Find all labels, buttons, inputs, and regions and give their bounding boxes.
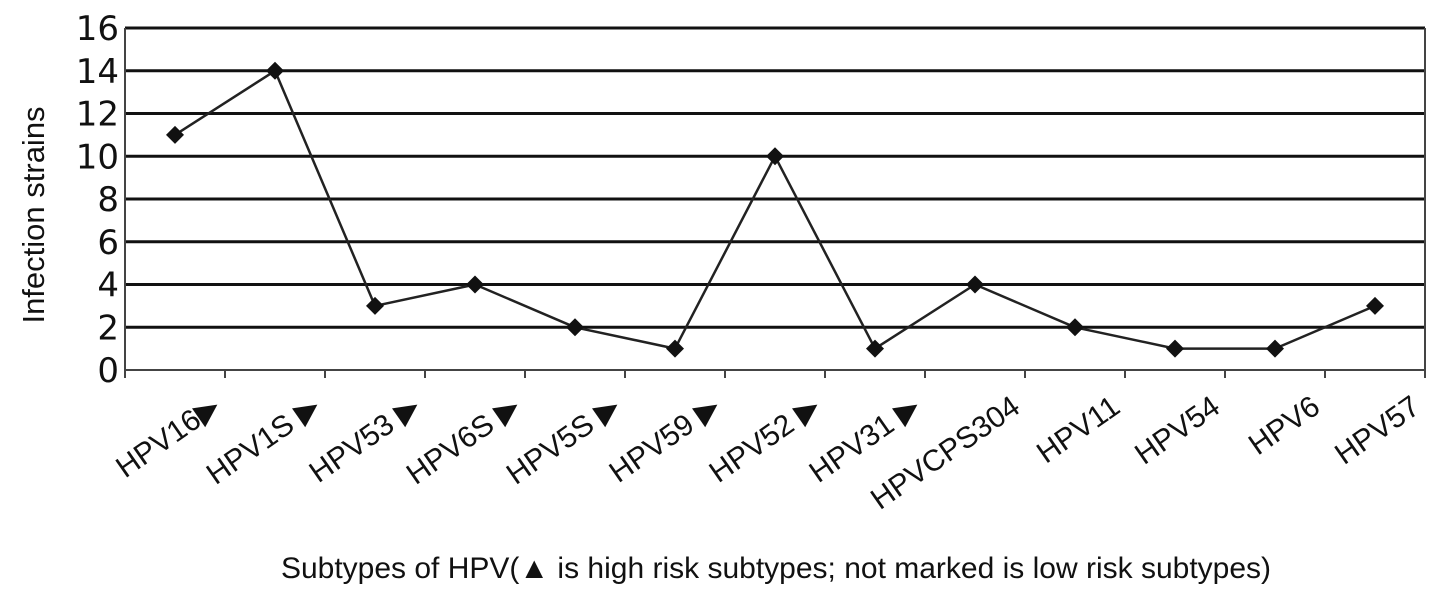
x-tick-label-11: HPV6	[1243, 390, 1326, 462]
x-tick-label-5: HPV59 ▶	[603, 390, 726, 490]
data-point-marker-0	[166, 125, 184, 144]
data-markers	[166, 61, 1384, 358]
x-tick-label-6: HPV52 ▶	[703, 390, 826, 490]
y-tick-label-6: 6	[97, 223, 119, 263]
data-point-marker-9	[1066, 318, 1084, 337]
y-tick-label-0: 0	[97, 351, 119, 391]
y-tick-label-14: 14	[76, 52, 119, 92]
y-tick-label-4: 4	[97, 266, 119, 306]
axes	[124, 28, 1426, 378]
x-tick-label-1: HPV1S ▶	[201, 390, 326, 491]
y-tick-label-8: 8	[97, 180, 119, 220]
data-point-marker-6	[766, 147, 784, 166]
data-point-marker-1	[266, 61, 284, 80]
data-point-marker-8	[966, 275, 984, 294]
x-tick-label-3: HPV6S ▶	[401, 390, 526, 491]
x-tick-label-4: HPV5S ▶	[501, 390, 626, 491]
y-tick-label-10: 10	[76, 137, 119, 177]
x-axis-title: Subtypes of HPV(▲ is high risk subtypes;…	[281, 552, 1271, 585]
data-point-marker-10	[1166, 339, 1184, 358]
y-tick-label-12: 12	[76, 95, 119, 135]
x-tick-labels: HPV16▶HPV1S ▶HPV53 ▶HPV6S ▶HPV5S ▶HPV59 …	[110, 390, 1426, 517]
y-tick-label-2: 2	[97, 308, 119, 348]
x-tick-label-10: HPV54	[1129, 390, 1226, 472]
data-point-marker-3	[466, 275, 484, 294]
x-tick-label-12: HPV57	[1329, 390, 1426, 472]
data-point-marker-5	[666, 339, 684, 358]
data-point-marker-12	[1366, 296, 1384, 315]
data-point-marker-7	[866, 339, 884, 358]
data-point-marker-2	[366, 296, 384, 315]
data-point-marker-11	[1266, 339, 1284, 358]
y-tick-label-16: 16	[76, 9, 119, 49]
x-tick-label-9: HPV11	[1031, 390, 1126, 470]
data-point-marker-4	[566, 318, 584, 337]
y-axis-title: Infection strains	[16, 106, 51, 323]
